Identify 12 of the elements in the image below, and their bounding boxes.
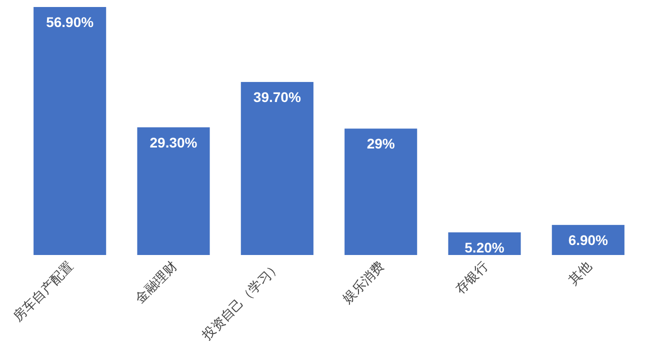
x-tick-label: 房车自产配置 bbox=[10, 258, 77, 325]
x-tick-label: 娱乐消费 bbox=[340, 259, 388, 307]
x-tick-label: 存银行 bbox=[453, 259, 492, 298]
data-label: 5.20% bbox=[464, 239, 505, 256]
data-label: 29% bbox=[366, 136, 396, 152]
data-label: 56.90% bbox=[46, 14, 94, 30]
x-tick-label: 金融理财 bbox=[132, 259, 180, 307]
data-label: 6.90% bbox=[568, 232, 609, 248]
x-tick-label: 其他 bbox=[566, 259, 595, 288]
x-tick-label: 投资自己（学习） bbox=[199, 259, 284, 344]
data-label: 39.70% bbox=[253, 88, 302, 105]
data-label: 29.30% bbox=[150, 134, 198, 150]
